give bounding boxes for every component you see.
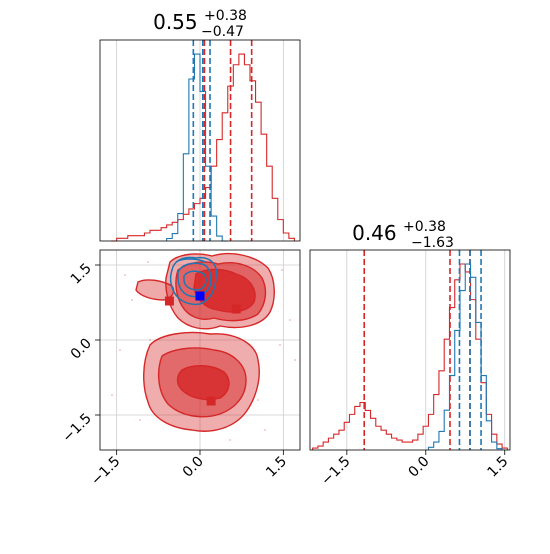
bl-marker-1 [231, 304, 241, 314]
br-title: 0.46 +0.38 [352, 219, 446, 245]
bl-marker-3 [195, 291, 205, 301]
br-axes-frame [309, 249, 511, 451]
br-xtick-label-1: 0.0 [406, 454, 433, 481]
bl-contours [111, 252, 296, 441]
tl-title-plus: +0.38 [204, 8, 247, 24]
br-title-plus: +0.38 [403, 219, 446, 235]
bl-peak-markers [164, 291, 241, 406]
tl-axes-frame [99, 39, 301, 242]
br-title-minus: −1.63 [411, 235, 454, 251]
bl-marker-2 [206, 396, 216, 406]
bl-xtick-label-0: −1.5 [88, 454, 123, 489]
tl-histogram-series [111, 40, 295, 242]
bl-y-ticks: −1.5 0.0 1.5 [59, 261, 100, 446]
tl-title: 0.55 +0.38 [153, 8, 247, 34]
blue-contours [169, 256, 218, 306]
bl-ytick-label-0: −1.5 [59, 411, 94, 446]
br-xtick-label-0: −1.5 [318, 454, 353, 489]
tl-hist-series-1 [166, 53, 228, 242]
br-histogram-series [312, 250, 508, 450]
red-lower-contour-inner [176, 365, 230, 401]
br-x-ticks: −1.5 0.0 1.5 [318, 450, 512, 489]
bl-ytick-label-1: 0.0 [68, 336, 95, 363]
bl-marker-0 [164, 296, 174, 306]
bl-xtick-label-1: 0.0 [180, 454, 207, 481]
br-title-value: 0.46 [352, 221, 397, 245]
bl-scatter-points [111, 261, 296, 441]
red-upper-contour-inner [193, 268, 256, 313]
bl-x-ticks: −1.5 0.0 1.5 [88, 450, 290, 489]
br-gridlines [346, 250, 506, 450]
red-upper-blob [135, 252, 275, 330]
bl-ytick-label-2: 1.5 [68, 261, 95, 288]
tl-title-value: 0.55 [153, 10, 198, 34]
br-xtick-label-2: 1.5 [485, 454, 512, 481]
panel-bottom-right: 0.46 +0.38 −1.63 −1.5 0.0 1.5 [309, 219, 512, 489]
br-hist-series-0 [312, 263, 508, 450]
red-lower-blob [143, 331, 260, 432]
br-hist-series-1 [427, 263, 503, 450]
panel-bottom-left: −1.5 0.0 1.5 −1.5 0.0 1.5 [59, 249, 301, 489]
bl-xtick-label-2: 1.5 [263, 454, 290, 481]
tl-title-minus: −0.47 [201, 24, 244, 40]
red-left-lobe [135, 279, 175, 301]
panel-top-left: 0.55 +0.38 −0.47 [99, 8, 301, 242]
